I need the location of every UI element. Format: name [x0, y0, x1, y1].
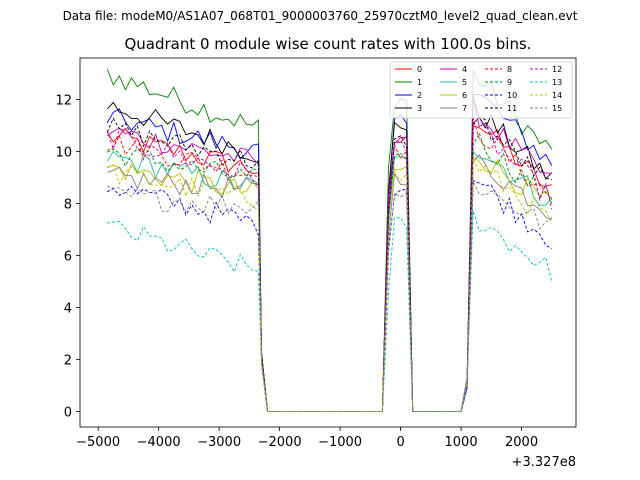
- legend-label-9: 9: [507, 78, 512, 87]
- y-tick-label: 0: [64, 405, 72, 420]
- y-tick-label: 10: [55, 146, 72, 161]
- series-line-15: [107, 181, 553, 412]
- legend-label-3: 3: [417, 104, 422, 113]
- series-line-8: [107, 118, 553, 412]
- legend-label-4: 4: [462, 65, 467, 74]
- legend-label-13: 13: [552, 78, 562, 87]
- legend-label-2: 2: [417, 91, 422, 100]
- y-tick-label: 6: [64, 249, 72, 264]
- plot-area: [79, 57, 577, 428]
- figure-suptitle: Data file: modeM0/AS1A07_068T01_90000037…: [63, 9, 578, 23]
- x-tick-label: −5000: [76, 435, 120, 450]
- legend-label-11: 11: [507, 104, 517, 113]
- chart-title: Quadrant 0 module wise count rates with …: [124, 35, 531, 53]
- legend-label-10: 10: [507, 91, 517, 100]
- x-tick-label: 1000: [445, 435, 478, 450]
- x-tick-label: −2000: [258, 435, 302, 450]
- legend-label-6: 6: [462, 91, 467, 100]
- axes-frame: [79, 57, 577, 428]
- legend-label-7: 7: [462, 104, 467, 113]
- legend-label-15: 15: [552, 104, 562, 113]
- y-tick-label: 2: [64, 353, 72, 368]
- x-tick-label: −4000: [137, 435, 181, 450]
- series-line-9: [107, 131, 553, 412]
- y-tick-label: 4: [64, 301, 72, 316]
- legend-label-1: 1: [417, 78, 422, 87]
- series-line-10: [106, 179, 553, 412]
- series-line-13: [107, 210, 553, 412]
- legend-label-0: 0: [417, 65, 422, 74]
- x-offset-label: +3.327e8: [512, 455, 576, 470]
- x-tick-label: −3000: [197, 435, 241, 450]
- x-tick-label: −1000: [318, 435, 362, 450]
- y-tick-label: 8: [64, 198, 72, 213]
- legend-label-8: 8: [507, 65, 512, 74]
- y-axis: 0 2 4 6 8 10 12: [55, 94, 80, 420]
- x-tick-label: 0: [396, 435, 404, 450]
- x-tick-label: 2000: [505, 435, 538, 450]
- legend-label-5: 5: [462, 78, 467, 87]
- legend-box: [389, 61, 573, 119]
- series-layer: [106, 68, 553, 412]
- x-axis: −5000 −4000 −3000 −2000 −1000 0 1000 2000: [76, 427, 538, 450]
- legend-label-14: 14: [552, 91, 562, 100]
- y-tick-label: 12: [55, 94, 72, 109]
- legend-label-12: 12: [552, 65, 562, 74]
- series-line-11: [106, 116, 552, 412]
